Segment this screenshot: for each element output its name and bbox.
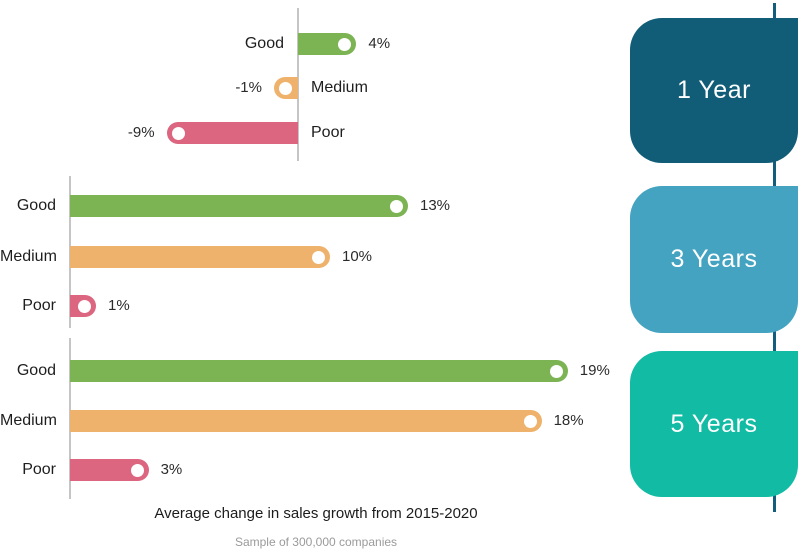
bar-poor	[70, 459, 149, 481]
category-label-good: Good	[16, 197, 56, 214]
panel-5-years-label: 5 Years	[670, 409, 758, 438]
category-label-poor: Poor	[311, 124, 345, 141]
bar-medium	[70, 410, 542, 432]
bar-end-dot-icon	[312, 250, 325, 264]
bar-end-dot-icon	[549, 364, 563, 378]
chart-subtitle: Sample of 300,000 companies	[234, 535, 398, 549]
category-label-good: Good	[16, 362, 56, 379]
value-label-good: 13%	[420, 197, 451, 214]
category-label-medium: Medium	[311, 79, 368, 96]
bar-end-dot-icon	[523, 414, 537, 428]
bar-good	[298, 33, 357, 55]
bar-end-dot-icon	[171, 126, 185, 140]
bar-poor	[70, 295, 96, 317]
bar-medium	[274, 77, 298, 99]
chart-title: Average change in sales growth from 2015…	[154, 505, 478, 522]
bar-end-dot-icon	[130, 463, 144, 477]
value-label-medium: 10%	[342, 248, 373, 265]
bar-good	[70, 360, 568, 382]
panel-1-year: 1 Year	[630, 18, 798, 163]
panel-3-years: 3 Years	[630, 186, 798, 333]
bar-poor	[166, 122, 298, 144]
value-label-good: 19%	[579, 362, 610, 379]
category-label-poor: Poor	[22, 461, 56, 478]
value-label-poor: 3%	[160, 461, 183, 478]
bar-end-dot-icon	[338, 37, 352, 51]
panel-3-years-label: 3 Years	[670, 245, 758, 273]
panel-1-year-label: 1 Year	[677, 76, 751, 104]
value-label-poor: -9%	[127, 124, 155, 141]
category-label-good: Good	[244, 35, 284, 52]
axis-line	[297, 8, 299, 161]
value-label-medium: 18%	[553, 412, 584, 429]
value-label-good: 4%	[368, 35, 391, 52]
category-label-poor: Poor	[22, 297, 56, 314]
bar-good	[70, 195, 408, 217]
panel-5-years: 5 Years	[630, 351, 798, 497]
bar-end-dot-icon	[390, 199, 403, 213]
bar-end-dot-icon	[279, 81, 292, 95]
bar-end-dot-icon	[78, 299, 91, 313]
value-label-poor: 1%	[108, 297, 130, 314]
category-label-medium: Medium	[0, 412, 57, 429]
value-label-medium: -1%	[235, 79, 262, 96]
bar-medium	[70, 246, 330, 268]
category-label-medium: Medium	[0, 248, 57, 265]
